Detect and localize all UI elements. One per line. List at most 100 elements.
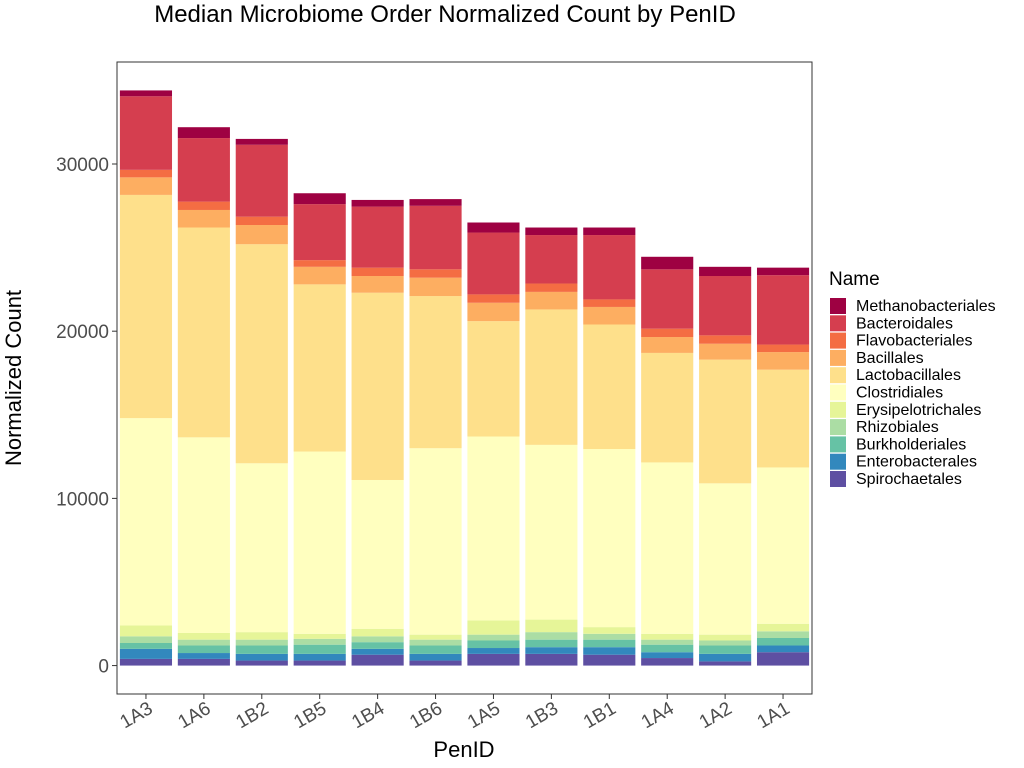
bar-1B6-bacteroidales (409, 205, 462, 270)
legend-key-bacillales (830, 349, 846, 366)
bar-1A1-bacteroidales (756, 275, 810, 345)
bar-1B3-flavobacteriales (525, 283, 578, 292)
bar-1A5-lactobacillales (467, 321, 520, 437)
bar-1A2-rhizobiales (699, 640, 752, 646)
bar-1A5-bacteroidales (467, 232, 520, 295)
bar-1B3-bacteroidales (525, 235, 578, 284)
bar-1A3-clostridiales (119, 418, 173, 626)
bar-1A3-bacillales (119, 177, 173, 195)
bar-1A1-erysipelotrichales (756, 623, 810, 632)
bar-1B1-lactobacillales (583, 324, 636, 450)
y-axis: 0 10000 20000 30000 (56, 155, 117, 678)
bar-1B6-methanobacteriales (409, 199, 462, 206)
legend: Name MethanobacterialesBacteroidalesFlav… (829, 269, 996, 488)
bar-1B4-enterobacterales (351, 648, 404, 655)
bar-1B2-lactobacillales (235, 244, 288, 464)
bar-1B4-erysipelotrichales (351, 628, 404, 637)
bar-1B1-rhizobiales (583, 633, 636, 640)
legend-key-flavobacteriales (830, 332, 846, 349)
bar-1B5-erysipelotrichales (293, 633, 346, 639)
bar-1A6-enterobacterales (177, 653, 230, 659)
legend-key-spirochaetales (830, 471, 846, 487)
bar-1B3-enterobacterales (525, 647, 578, 654)
bar-1B5-methanobacteriales (293, 193, 346, 205)
legend-key-erysipelotrichales (830, 401, 846, 418)
bar-1B1-flavobacteriales (583, 299, 636, 307)
legend-key-bacteroidales (830, 315, 846, 332)
bar-1B3-lactobacillales (525, 309, 578, 445)
bar-1B3-erysipelotrichales (525, 619, 578, 633)
bar-1B6-bacillales (409, 277, 462, 297)
bar-1B6-erysipelotrichales (409, 634, 462, 640)
bar-1A2-spirochaetales (699, 661, 752, 666)
bar-1A3-rhizobiales (119, 636, 173, 644)
bar-1B2-flavobacteriales (235, 216, 288, 226)
x-tick-label-1a4: 1A4 (638, 698, 678, 733)
bar-1A2-erysipelotrichales (699, 634, 752, 641)
bar-1B2-erysipelotrichales (235, 632, 288, 640)
bar-1A5-burkholderiales (467, 640, 520, 649)
bar-1B2-clostridiales (235, 463, 288, 633)
bar-1A6-erysipelotrichales (177, 632, 230, 640)
bar-1A5-bacillales (467, 302, 520, 322)
bar-1B6-burkholderiales (409, 645, 462, 654)
bar-1A6-lactobacillales (177, 227, 230, 438)
legend-title: Name (829, 269, 880, 290)
bar-1A5-methanobacteriales (467, 222, 520, 233)
bar-1A4-erysipelotrichales (641, 633, 694, 640)
y-tick-label: 0 (98, 657, 109, 678)
y-tick-label: 30000 (56, 155, 109, 176)
bar-1A6-bacillales (177, 209, 230, 228)
legend-label-erysipelotrichales: Erysipelotrichales (856, 402, 981, 419)
legend-key-clostridiales (830, 384, 846, 401)
bar-1A4-rhizobiales (641, 639, 694, 645)
bar-1A5-erysipelotrichales (467, 620, 520, 635)
bar-1B6-spirochaetales (409, 660, 462, 666)
bar-1A1-rhizobiales (756, 631, 810, 638)
legend-key-rhizobiales (830, 419, 846, 436)
bar-1A4-methanobacteriales (641, 256, 694, 270)
bar-1B2-burkholderiales (235, 645, 288, 654)
bar-1B5-bacteroidales (293, 204, 346, 261)
bar-1B6-lactobacillales (409, 296, 462, 449)
bar-1B5-burkholderiales (293, 644, 346, 654)
bar-1B6-rhizobiales (409, 639, 462, 646)
bar-1B2-bacteroidales (235, 144, 288, 217)
x-axis-title: PenID (433, 737, 494, 762)
legend-key-enterobacterales (830, 453, 846, 470)
x-tick-label-1b3: 1B3 (522, 698, 562, 733)
bar-1A1-enterobacterales (756, 645, 810, 653)
bar-1B5-spirochaetales (293, 660, 346, 666)
bar-1B1-bacteroidales (583, 235, 636, 300)
bar-1B5-lactobacillales (293, 284, 346, 452)
bar-1A3-spirochaetales (119, 658, 173, 666)
y-tick-label: 10000 (56, 489, 109, 510)
bar-1A2-enterobacterales (699, 653, 752, 662)
bar-1A3-bacteroidales (119, 96, 173, 170)
bar-1B1-spirochaetales (583, 654, 636, 666)
bar-1B4-flavobacteriales (351, 267, 404, 277)
bar-1A4-flavobacteriales (641, 328, 694, 338)
legend-key-methanobacteriales (830, 298, 846, 314)
bar-1B4-lactobacillales (351, 292, 404, 480)
bar-1A2-clostridiales (699, 483, 752, 635)
bar-1B3-rhizobiales (525, 632, 578, 640)
bar-1A6-spirochaetales (177, 658, 230, 666)
x-tick-label-1a2: 1A2 (696, 698, 736, 733)
bar-1B2-bacillales (235, 225, 288, 245)
x-tick-label-1a5: 1A5 (464, 698, 504, 733)
bar-1A6-burkholderiales (177, 645, 230, 654)
bar-1B3-methanobacteriales (525, 227, 578, 236)
bar-1A3-enterobacterales (119, 648, 173, 659)
x-tick-label-1b4: 1B4 (348, 698, 388, 733)
bar-1B1-burkholderiales (583, 639, 636, 648)
bar-1A4-bacteroidales (641, 269, 694, 329)
bar-1A4-bacillales (641, 337, 694, 353)
bar-1A1-flavobacteriales (756, 344, 810, 353)
legend-label-flavobacteriales: Flavobacteriales (856, 333, 973, 350)
legend-label-clostridiales: Clostridiales (856, 385, 943, 402)
bar-1B4-rhizobiales (351, 636, 404, 643)
bar-1A6-methanobacteriales (177, 127, 230, 139)
bar-1B5-clostridiales (293, 451, 346, 634)
bar-1A1-lactobacillales (756, 369, 810, 468)
